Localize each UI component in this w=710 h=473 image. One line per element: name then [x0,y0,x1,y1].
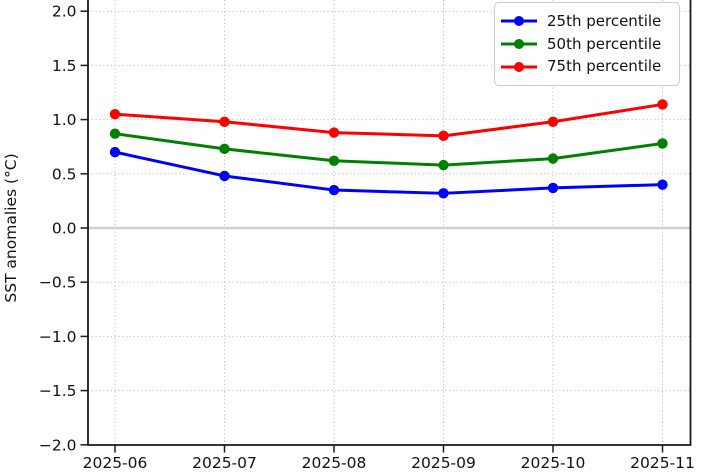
legend-item-25th-percentile: 25th percentile [500,11,673,30]
data-point-75th-percentile [657,99,668,110]
y-tick-label: 2.0 [52,3,77,21]
data-point-50th-percentile [328,155,340,166]
y-tick-label: 1.5 [52,57,77,75]
y-tick-label: −2.0 [39,436,77,454]
legend-label: 25th percentile [547,11,662,30]
data-point-50th-percentile [547,153,559,164]
data-point-75th-percentile [219,116,230,127]
y-tick-label: −1.0 [39,328,77,346]
data-point-25th-percentile [657,179,668,190]
data-point-50th-percentile [219,143,230,155]
x-tick-label: 2025-08 [302,454,367,472]
data-point-25th-percentile [328,184,340,196]
legend-marker-dot [514,16,524,27]
data-point-75th-percentile [109,108,121,120]
data-point-75th-percentile [547,116,559,127]
data-point-25th-percentile [547,182,559,194]
data-point-50th-percentile [438,159,449,171]
legend-label: 75th percentile [547,57,662,76]
legend-item-75th-percentile: 75th percentile [500,59,673,74]
y-axis-label: SST anomalies (°C) [2,153,20,302]
x-tick-label: 2025-07 [192,454,257,472]
y-tick-label: −0.5 [39,274,77,292]
y-tick-label: 0.5 [52,165,77,183]
legend-item-50th-percentile: 50th percentile [500,34,673,53]
y-tick-label: 1.0 [52,111,77,129]
data-point-25th-percentile [219,170,230,182]
data-point-25th-percentile [109,146,121,158]
series-line-25th-percentile [113,150,664,195]
data-point-50th-percentile [109,128,121,139]
x-tick-label: 2025-09 [411,454,476,472]
data-point-75th-percentile [328,127,340,138]
legend-line-marker-icon [501,61,537,72]
data-point-50th-percentile [657,138,668,149]
data-point-75th-percentile [438,130,449,142]
x-tick-label: 2025-11 [630,454,695,472]
y-tick-label: −1.5 [39,382,77,400]
legend-marker-dot [514,39,524,49]
x-tick-label: 2025-06 [83,454,148,472]
x-tick-label: 2025-10 [521,454,586,472]
y-tick-label: 0.0 [52,220,77,238]
legend-marker-dot [514,61,524,72]
legend-label: 50th percentile [547,34,662,53]
series-line-50th-percentile [113,132,664,167]
legend-line-marker-icon [501,16,537,27]
data-point-25th-percentile [438,188,449,199]
legend-line-marker-icon [501,39,537,49]
legend: 25th percentile 50th percentile 75th per… [494,2,680,86]
series-line-75th-percentile [113,102,664,138]
